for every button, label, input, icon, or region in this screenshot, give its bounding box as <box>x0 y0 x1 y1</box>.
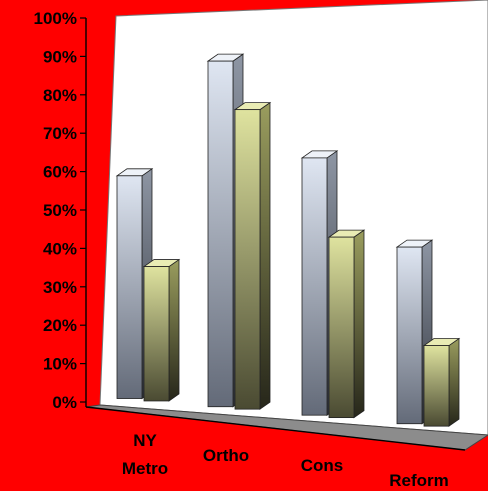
x-category-label: Cons <box>301 456 344 475</box>
x-category-label: NY <box>133 431 157 450</box>
y-tick-label: 60% <box>43 163 77 182</box>
bar-front <box>143 266 170 402</box>
chart-back-wall <box>99 0 488 436</box>
y-tick-label: 0% <box>52 393 77 412</box>
x-category-label: Ortho <box>203 446 249 465</box>
bar-front <box>301 157 328 416</box>
bar-side <box>448 337 460 427</box>
y-tick-label: 100% <box>34 9 77 28</box>
y-tick-label: 70% <box>43 124 77 143</box>
bar-2-ortho <box>233 101 272 410</box>
bar-front <box>234 109 261 410</box>
bar-front <box>328 236 355 419</box>
bar-front <box>396 246 423 425</box>
bar-side <box>259 101 271 410</box>
x-category-label: Metro <box>122 459 168 478</box>
bar-2-reform <box>422 337 461 427</box>
y-tick-label: 90% <box>43 47 77 66</box>
y-tick-label: 40% <box>43 239 77 258</box>
bar-front <box>116 175 143 399</box>
bar-2-cons <box>327 229 366 419</box>
y-tick-label: 80% <box>43 86 77 105</box>
y-tick-label: 10% <box>43 355 77 374</box>
bar-side <box>168 258 180 402</box>
y-tick-label: 20% <box>43 316 77 335</box>
bar-2-ny-metro <box>142 258 181 402</box>
y-tick-label: 30% <box>43 278 77 297</box>
bar-side <box>353 229 365 419</box>
x-axis-line <box>85 406 466 451</box>
y-tick-label: 50% <box>43 201 77 220</box>
bar-front <box>207 60 234 408</box>
x-category-label: Reform <box>389 471 449 490</box>
bar-front <box>423 345 450 427</box>
